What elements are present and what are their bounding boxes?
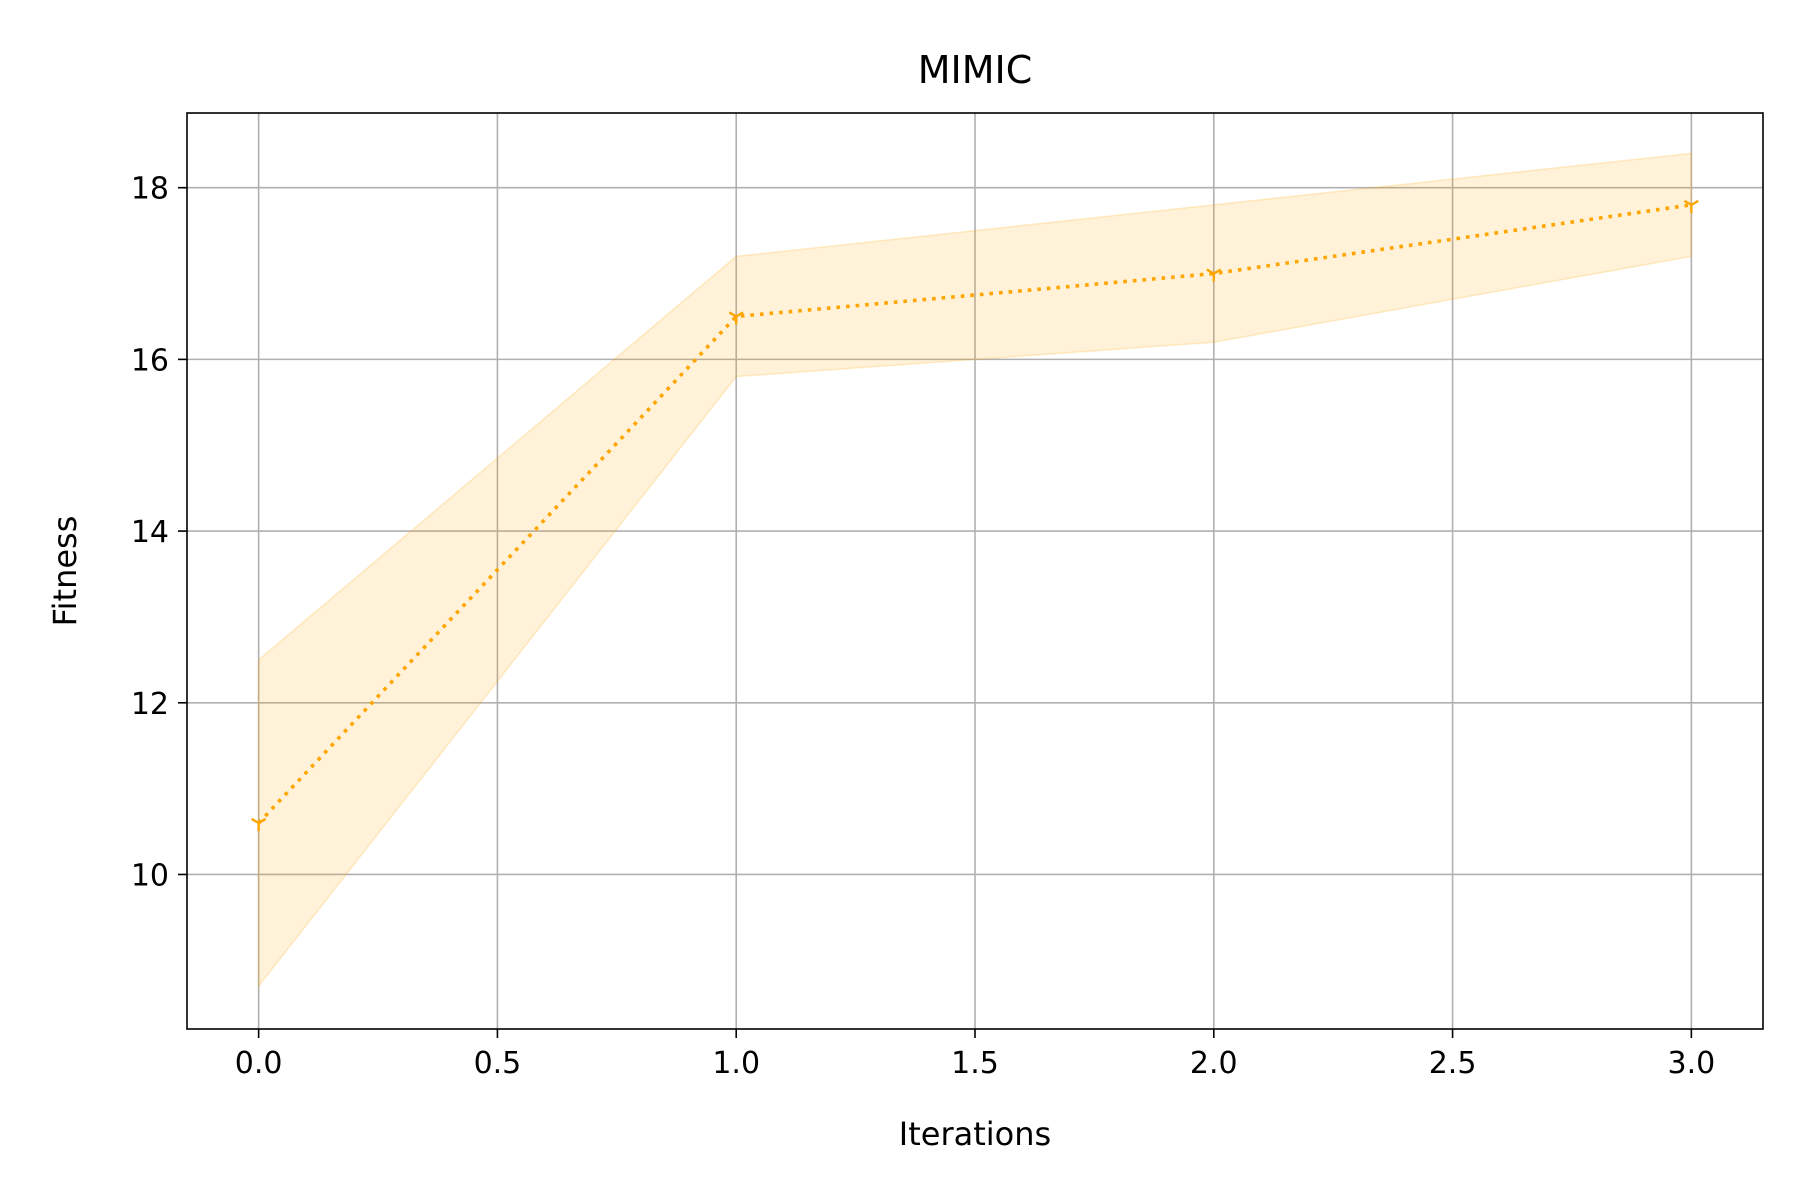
- data-point-marker: [1683, 199, 1699, 213]
- y-axis-label: Fitness: [46, 516, 84, 627]
- y-tick-label: 12: [131, 687, 169, 722]
- x-axis-label: Iterations: [899, 1115, 1051, 1153]
- y-tick-label: 18: [131, 172, 169, 207]
- x-tick-label: 0.5: [474, 1046, 522, 1081]
- series-line-layer: [257, 203, 1692, 825]
- y-tick-label: 16: [131, 343, 169, 378]
- data-point-marker: [1206, 268, 1222, 282]
- y-tick-label: 14: [131, 515, 169, 550]
- x-tick-label: 3.0: [1668, 1046, 1716, 1081]
- data-point-marker: [728, 311, 744, 325]
- confidence-band: [257, 152, 1693, 989]
- confidence-band-layer: [257, 152, 1693, 989]
- marker-layer: [251, 199, 1699, 831]
- chart-title: MIMIC: [918, 48, 1033, 92]
- x-tick-label: 1.0: [712, 1046, 760, 1081]
- y-axis-ticks: 10 12 14 16 18: [131, 172, 187, 893]
- series-line: [257, 203, 1692, 825]
- data-point-marker: [251, 817, 267, 831]
- x-tick-label: 2.5: [1429, 1046, 1477, 1081]
- x-tick-label: 2.0: [1190, 1046, 1238, 1081]
- x-axis-ticks: 0.0 0.5 1.0 1.5 2.0 2.5 3.0: [235, 1029, 1715, 1081]
- y-tick-label: 10: [131, 858, 169, 893]
- x-tick-label: 1.5: [951, 1046, 999, 1081]
- x-tick-label: 0.0: [235, 1046, 283, 1081]
